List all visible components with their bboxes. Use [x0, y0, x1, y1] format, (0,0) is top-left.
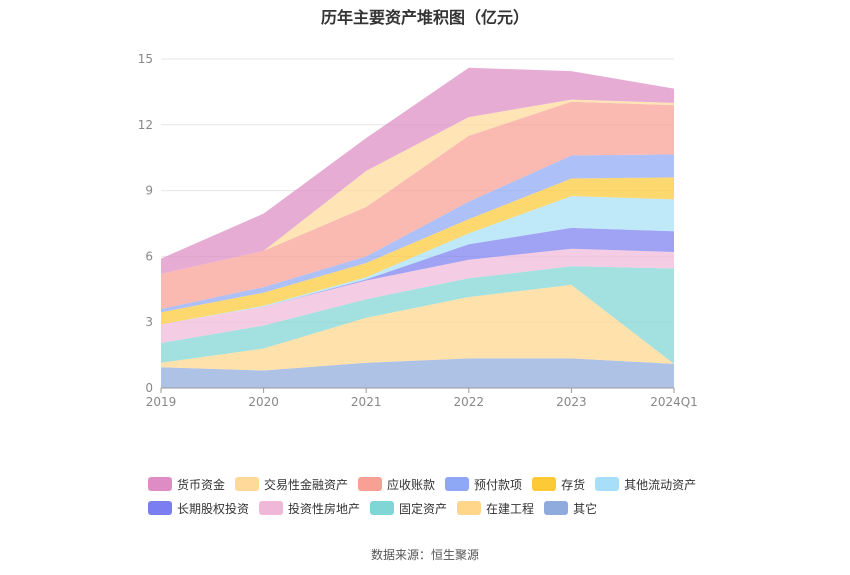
area-series-1[interactable]: [161, 284, 674, 371]
legend-row-2: 长期股权投资 投资性房地产 固定资产 在建工程 其它: [148, 496, 748, 520]
legend-row-1: 货币资金 交易性金融资产 应收账款 预付款项 存货 其他流动资产: [148, 472, 748, 496]
legend-label: 其他流动资产: [624, 477, 697, 492]
area-series-2[interactable]: [161, 266, 674, 364]
legend-item[interactable]: 交易性金融资产: [235, 476, 348, 493]
area-series-7[interactable]: [161, 154, 674, 313]
legend-label: 存货: [561, 477, 586, 492]
area-series-8[interactable]: [161, 101, 674, 309]
legend-label: 投资性房地产: [288, 501, 361, 516]
legend-swatch: [259, 501, 284, 515]
legend-label: 在建工程: [486, 501, 535, 516]
legend: 货币资金 交易性金融资产 应收账款 预付款项 存货 其他流动资产 长期股权投资 投资性房地产…: [148, 472, 748, 520]
legend-label: 长期股权投资: [177, 501, 250, 516]
source-note: 数据来源：恒生聚源: [370, 548, 479, 562]
y-tick-label: 3: [145, 315, 153, 329]
legend-label: 固定资产: [399, 501, 448, 516]
stacked-area-chart: 0 3 6 9 12 15 2019 2020 2021 2022 2023 2024Q1: [138, 52, 698, 409]
y-tick-label: 0: [145, 381, 153, 395]
y-tick-label: 9: [145, 184, 153, 198]
legend-item[interactable]: 预付款项: [445, 476, 522, 493]
area-series-0[interactable]: [161, 358, 674, 388]
x-tick-label: 2019: [146, 395, 177, 409]
area-series-3[interactable]: [161, 248, 674, 343]
legend-swatch: [370, 501, 395, 515]
legend-label: 其它: [573, 501, 598, 516]
x-tick-label: 2022: [454, 395, 485, 409]
legend-item[interactable]: 其他流动资产: [595, 476, 696, 493]
legend-item[interactable]: 长期股权投资: [148, 500, 249, 517]
legend-item[interactable]: 应收账款: [358, 476, 435, 493]
chart-title: 历年主要资产堆积图（亿元）: [320, 8, 529, 27]
legend-swatch: [445, 477, 470, 491]
legend-swatch: [457, 501, 482, 515]
legend-swatch: [235, 477, 260, 491]
area-series-5[interactable]: [161, 196, 674, 325]
area-series-6[interactable]: [161, 177, 674, 325]
axes: 0 3 6 9 12 15 2019 2020 2021 2022 2023 2024Q1: [138, 52, 698, 409]
legend-swatch: [148, 477, 172, 491]
area-series-10[interactable]: [161, 67, 674, 274]
legend-item[interactable]: 货币资金: [148, 476, 225, 493]
x-tick-label: 2024Q1: [650, 395, 698, 409]
x-tick-label: 2023: [556, 395, 587, 409]
y-tick-label: 6: [145, 249, 153, 263]
legend-item[interactable]: 固定资产: [370, 500, 447, 517]
legend-label: 货币资金: [177, 477, 226, 492]
legend-label: 交易性金融资产: [264, 477, 349, 492]
x-tick-label: 2021: [351, 395, 382, 409]
area-series-4[interactable]: [161, 227, 674, 325]
legend-item[interactable]: 在建工程: [457, 500, 534, 517]
legend-item[interactable]: 存货: [532, 476, 585, 493]
y-tick-label: 12: [138, 118, 153, 132]
legend-swatch: [595, 477, 620, 491]
legend-swatch: [532, 477, 557, 491]
legend-swatch: [358, 477, 383, 491]
legend-item[interactable]: 投资性房地产: [259, 500, 360, 517]
y-tick-label: 15: [138, 52, 153, 66]
legend-swatch: [544, 501, 569, 515]
legend-label: 应收账款: [387, 477, 436, 492]
x-tick-label: 2020: [248, 395, 279, 409]
legend-swatch: [148, 501, 172, 515]
legend-label: 预付款项: [474, 477, 523, 492]
area-series: [161, 67, 674, 388]
legend-item[interactable]: 其它: [544, 500, 597, 517]
